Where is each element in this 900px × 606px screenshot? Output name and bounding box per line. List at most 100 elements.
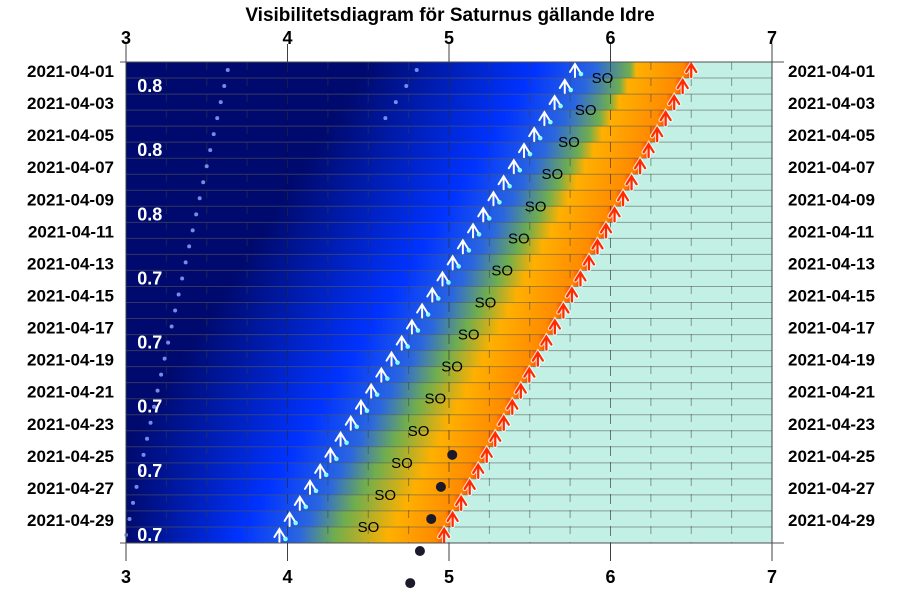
planet-rise-arrow: [507, 158, 520, 175]
sunrise-arrow: [574, 270, 587, 287]
magnitude-label: 0.7: [137, 268, 162, 288]
night-band: [126, 302, 564, 319]
track-dot: [208, 148, 213, 153]
day-band: [486, 446, 772, 464]
track-dot: [131, 500, 136, 505]
night-band: [126, 382, 521, 399]
planet-rise-arrow: [538, 110, 551, 127]
night-band: [126, 446, 487, 464]
sunrise-arrow: [676, 77, 689, 95]
track-dot: [404, 84, 409, 89]
night-band: [126, 526, 445, 544]
magnitude-label: 0.8: [137, 76, 162, 96]
x-tick-label-bottom: 6: [605, 567, 615, 587]
sunrise-arrow: [489, 430, 502, 447]
night-band: [126, 366, 530, 383]
sunrise-arrow: [616, 190, 630, 207]
date-label-left: 2021-04-01: [27, 62, 114, 81]
date-label-right: 2021-04-01: [788, 62, 875, 81]
planet-rise-arrow: [314, 462, 327, 479]
date-label-left: 2021-04-25: [27, 447, 114, 466]
date-label-right: 2021-04-29: [788, 511, 875, 530]
day-band: [589, 254, 772, 271]
track-dot: [194, 212, 199, 217]
night-band: [126, 222, 607, 239]
planet-rise-arrow: [405, 318, 418, 335]
planet-rise-arrow: [426, 286, 439, 303]
date-label-left: 2021-04-03: [27, 94, 114, 113]
day-band: [512, 398, 772, 416]
planet-rise-arrow: [518, 142, 531, 159]
sunrise-arrow: [438, 526, 451, 544]
magnitude-label: 0.7: [137, 333, 162, 353]
planet-rise-arrow: [273, 527, 286, 543]
x-tick-label-bottom: 5: [444, 567, 454, 587]
sun-label: SO: [541, 166, 563, 183]
planet-rise-arrow: [477, 206, 490, 223]
dark-dot: [435, 481, 446, 492]
day-band: [537, 350, 772, 367]
date-label-left: 2021-04-27: [27, 479, 114, 498]
x-tick-label-top: 6: [605, 28, 615, 48]
sunrise-arrow: [463, 478, 476, 495]
sunrise-arrow: [455, 494, 468, 512]
track-dot: [138, 468, 143, 473]
sunrise-arrow: [514, 382, 527, 399]
track-dot: [393, 100, 398, 105]
x-tick-label-top: 4: [282, 28, 292, 48]
night-band: [126, 94, 675, 111]
date-label-left: 2021-04-17: [27, 319, 114, 338]
day-band: [503, 414, 772, 432]
track-dot: [197, 196, 202, 201]
track-dot: [222, 84, 227, 89]
planet-rise-arrow: [487, 190, 500, 207]
track-dot: [176, 292, 181, 297]
track-dot: [201, 180, 206, 185]
track-dot: [383, 116, 388, 121]
track-dot: [169, 324, 174, 329]
night-band: [126, 286, 572, 303]
track-dot: [173, 308, 178, 313]
planet-rise-arrow: [293, 495, 306, 511]
night-band: [126, 462, 479, 480]
night-band: [126, 350, 538, 367]
planet-rise-arrow: [467, 222, 480, 239]
magnitude-label: 0.8: [137, 204, 162, 224]
sunrise-series: [436, 59, 699, 545]
x-tick-label-top: 7: [767, 28, 777, 48]
day-band: [571, 286, 772, 303]
planet-rise-arrow: [395, 334, 408, 351]
sunrise-arrow: [599, 222, 613, 239]
magnitude-label: 0.7: [137, 525, 162, 545]
track-dot: [183, 260, 188, 265]
day-band: [640, 158, 772, 175]
date-label-right: 2021-04-05: [788, 126, 875, 145]
sun-labels: SO SO SO SO SO SO SO SO SO SO SO SO SO SO SO: [358, 70, 614, 536]
sun-label: SO: [592, 70, 614, 87]
day-band: [682, 78, 772, 95]
grid-lines: [126, 61, 772, 544]
date-label-left: 2021-04-21: [27, 383, 114, 402]
plot-background: [126, 62, 772, 544]
planet-rise-arrow: [334, 430, 347, 447]
date-label-left: 2021-04-09: [27, 190, 114, 209]
sunrise-arrow: [608, 206, 621, 223]
track-dot: [166, 340, 171, 345]
sun-label: SO: [408, 423, 430, 440]
date-label-right: 2021-04-21: [788, 383, 875, 402]
sun-label: SO: [358, 519, 380, 536]
dates-left-axis: 2021-04-01 2021-04-03 2021-04-05 2021-04-07…: [27, 62, 114, 530]
day-band: [529, 366, 772, 383]
day-band: [648, 142, 772, 159]
sunrise-arrow: [480, 446, 493, 463]
date-label-right: 2021-04-27: [788, 479, 875, 498]
track-dot: [204, 164, 209, 169]
date-label-right: 2021-04-23: [788, 415, 875, 434]
x-tick-label-top: 5: [444, 28, 454, 48]
date-label-left: 2021-04-07: [27, 158, 114, 177]
planet-rise-arrow: [375, 366, 388, 383]
track-dot: [141, 452, 146, 457]
day-band: [495, 430, 772, 448]
date-label-left: 2021-04-29: [27, 511, 114, 530]
